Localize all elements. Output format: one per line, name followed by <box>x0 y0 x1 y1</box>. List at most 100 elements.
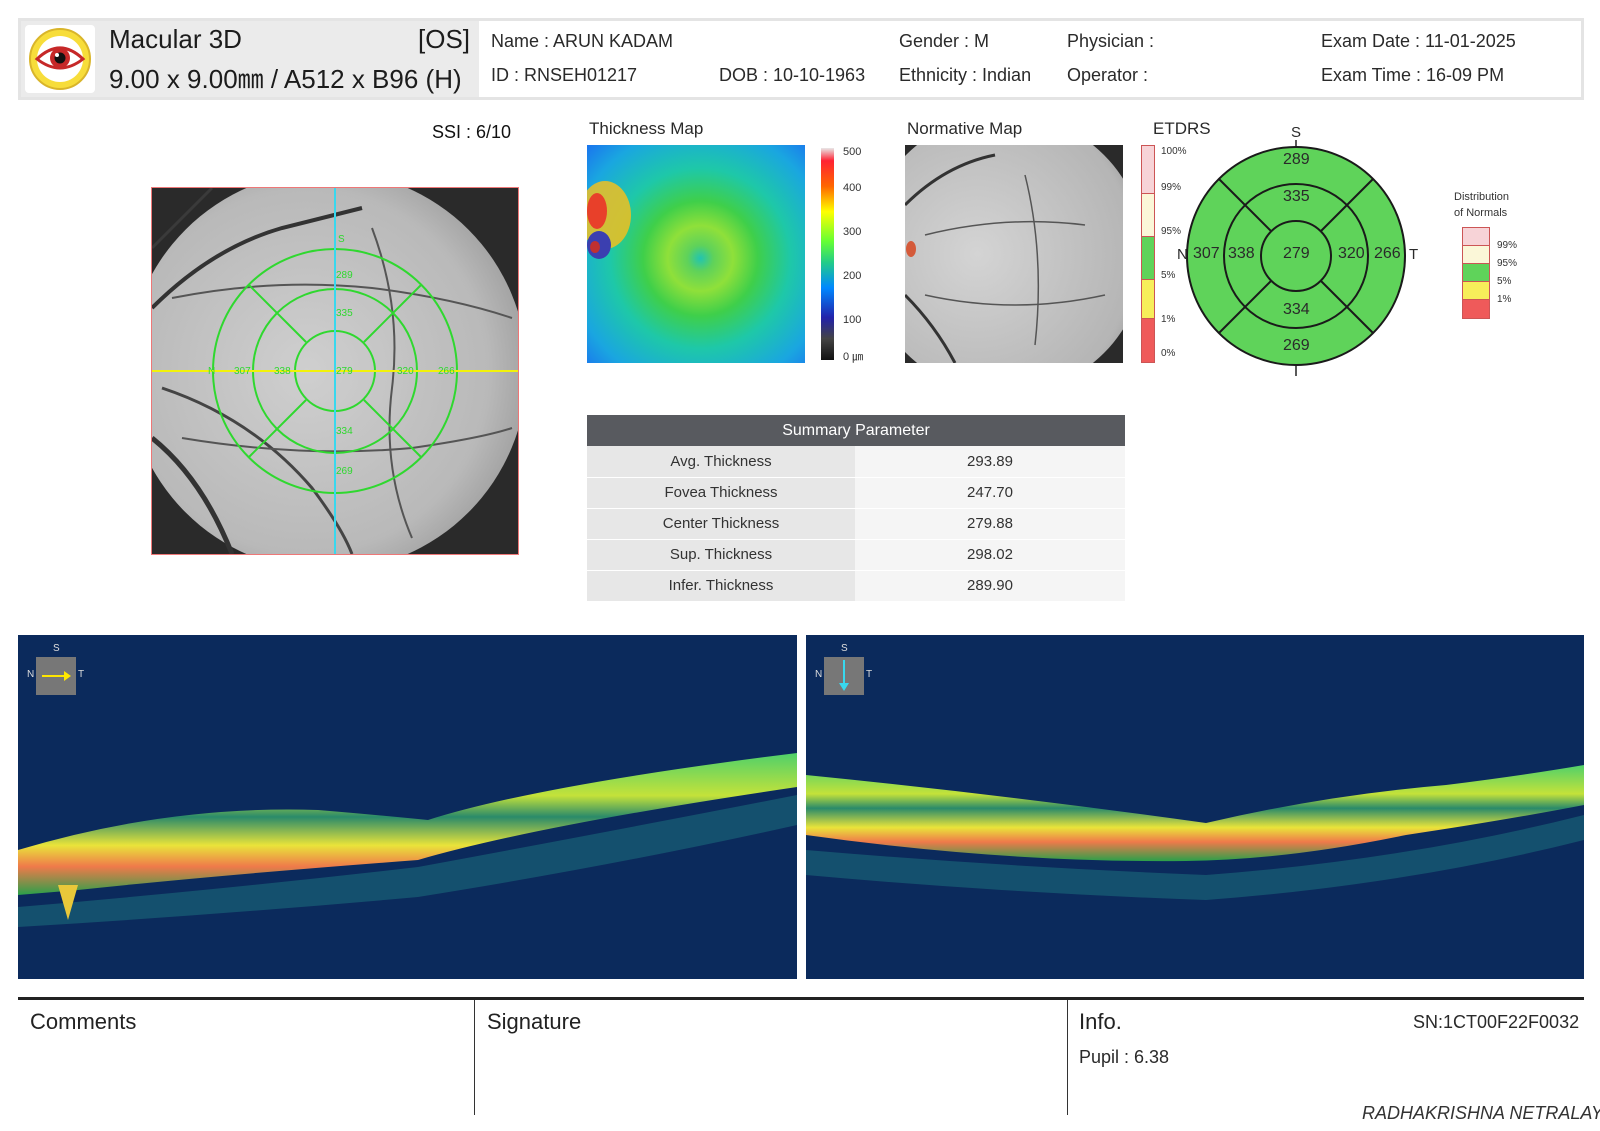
distribution-legend <box>1462 227 1490 319</box>
fundus-s-outer: 289 <box>336 270 353 281</box>
etdrs-center: 279 <box>1283 245 1310 262</box>
table-row: Fovea Thickness 247.70 <box>587 476 1125 508</box>
comments-label: Comments <box>30 1009 137 1034</box>
patient-name: Name : ARUN KADAM <box>491 31 674 51</box>
summary-label: Sup. Thickness <box>587 538 855 570</box>
serial-number: SN:1CT00F22F0032 <box>1413 1012 1580 1032</box>
pupil-value: Pupil : 6.38 <box>1079 1047 1170 1067</box>
etdrs-chart <box>1186 140 1406 376</box>
etdrs-t-outer: 266 <box>1374 245 1401 262</box>
fundus-image: 289 335 279 N 307 338 320 266 334 269 S <box>151 187 519 555</box>
bscan-v-s: S <box>841 643 848 654</box>
thickness-scale-bar <box>821 148 834 360</box>
bscan-vertical-image <box>806 635 1584 979</box>
normative-map <box>905 145 1123 363</box>
bscan-horizontal-orient <box>36 657 76 695</box>
patient-info-panel: Name : ARUN KADAM ID : RNSEH01217 DOB : … <box>483 21 1581 97</box>
etdrs-i-outer: 269 <box>1283 337 1310 354</box>
fundus-t-outer: 266 <box>438 366 455 377</box>
thickness-map <box>587 145 805 363</box>
bscan-h-n: N <box>27 669 35 680</box>
summary-value: 279.88 <box>855 507 1125 539</box>
eye-side: [OS] <box>418 24 471 54</box>
etdrs-scale-100: 100% <box>1161 146 1187 157</box>
footer-divider <box>18 997 1584 1000</box>
etdrs-scale-95: 95% <box>1161 226 1182 237</box>
exam-type: Macular 3D <box>109 24 242 54</box>
eye-icon <box>29 28 91 90</box>
summary-title: Summary Parameter <box>587 415 1125 446</box>
table-row: Center Thickness 279.88 <box>587 507 1125 539</box>
etdrs-t-label: T <box>1409 246 1419 263</box>
fundus-s-inner: 335 <box>336 308 353 319</box>
info-label: Info. <box>1079 1009 1122 1034</box>
etdrs-s-outer: 289 <box>1283 151 1310 168</box>
footer-divider-2 <box>1067 1000 1068 1115</box>
etdrs-scale-99: 99% <box>1161 182 1182 193</box>
bscan-vertical: S N T <box>806 635 1584 979</box>
patient-ethnicity: Ethnicity : Indian <box>899 65 1032 85</box>
arrow-right-icon <box>42 671 71 681</box>
operator: Operator : <box>1067 65 1149 85</box>
summary-label: Fovea Thickness <box>587 476 855 508</box>
fundus-s-label: S <box>338 234 345 245</box>
etdrs-n-inner: 338 <box>1228 245 1255 262</box>
eye-logo <box>25 25 95 93</box>
distribution-1: 1% <box>1497 294 1512 305</box>
exam-date: Exam Date : 11-01-2025 <box>1321 31 1516 51</box>
bscan-vertical-orient <box>824 657 864 695</box>
table-row: Infer. Thickness 289.90 <box>587 569 1125 601</box>
thickness-scale-100: 100 <box>843 314 862 326</box>
thickness-map-title: Thickness Map <box>589 119 704 138</box>
patient-id: ID : RNSEH01217 <box>491 65 638 85</box>
summary-label: Avg. Thickness <box>587 446 855 477</box>
thickness-scale-300: 300 <box>843 226 862 238</box>
etdrs-title: ETDRS <box>1153 119 1211 138</box>
distribution-99: 99% <box>1497 240 1518 251</box>
fundus-n-label: N <box>208 366 216 377</box>
thickness-scale-200: 200 <box>843 270 862 282</box>
thickness-heatmap <box>587 145 805 363</box>
etdrs-n-label: N <box>1177 246 1188 263</box>
fundus-center: 279 <box>336 366 353 377</box>
distribution-title-2: of Normals <box>1454 207 1508 219</box>
footer-divider-1 <box>474 1000 475 1115</box>
summary-table: Summary Parameter Avg. Thickness 293.89 F… <box>587 415 1125 601</box>
bscan-h-s: S <box>53 643 60 654</box>
fundus-t-inner: 320 <box>397 366 414 377</box>
bscan-horizontal: S N T <box>18 635 797 979</box>
etdrs-scale-1: 1% <box>1161 314 1176 325</box>
etdrs-scale-5: 5% <box>1161 270 1176 281</box>
etdrs-i-inner: 334 <box>1283 301 1310 318</box>
fundus-i-outer: 269 <box>336 466 353 477</box>
bscan-horizontal-image <box>18 635 797 979</box>
fundus-n-inner: 338 <box>274 366 291 377</box>
fundus-overlay <box>152 188 518 554</box>
etdrs-scale-bar <box>1141 145 1155 363</box>
scan-spec: 9.00 x 9.00㎜ / A512 x B96 (H) <box>109 64 462 94</box>
table-row: Sup. Thickness 298.02 <box>587 538 1125 570</box>
thickness-scale-500: 500 <box>843 146 862 158</box>
exam-info-panel: Macular 3D [OS] 9.00 x 9.00㎜ / A512 x B9… <box>21 21 479 97</box>
summary-value: 289.90 <box>855 569 1125 601</box>
bscan-v-t: T <box>866 669 873 680</box>
bscan-v-n: N <box>815 669 823 680</box>
clinic-name: RADHAKRISHNA NETRALAY <box>1362 1103 1600 1123</box>
distribution-title-1: Distribution <box>1454 191 1510 203</box>
summary-label: Infer. Thickness <box>587 569 855 601</box>
summary-value: 247.70 <box>855 476 1125 508</box>
bscan-h-t: T <box>78 669 85 680</box>
table-row: Avg. Thickness 293.89 <box>587 446 1125 477</box>
arrow-down-icon <box>839 660 849 691</box>
fundus-i-inner: 334 <box>336 426 353 437</box>
summary-value: 298.02 <box>855 538 1125 570</box>
signature-label: Signature <box>487 1009 582 1034</box>
distribution-5: 5% <box>1497 276 1512 287</box>
thickness-scale-0: 0 ㎛ <box>843 351 864 363</box>
etdrs-n-outer: 307 <box>1193 245 1220 262</box>
summary-rows: Avg. Thickness 293.89 Fovea Thickness 247.… <box>587 446 1125 601</box>
distribution-95: 95% <box>1497 258 1518 269</box>
summary-value: 293.89 <box>855 446 1125 477</box>
exam-time: Exam Time : 16-09 PM <box>1321 65 1505 85</box>
ssi-value: SSI : 6/10 <box>432 122 512 142</box>
